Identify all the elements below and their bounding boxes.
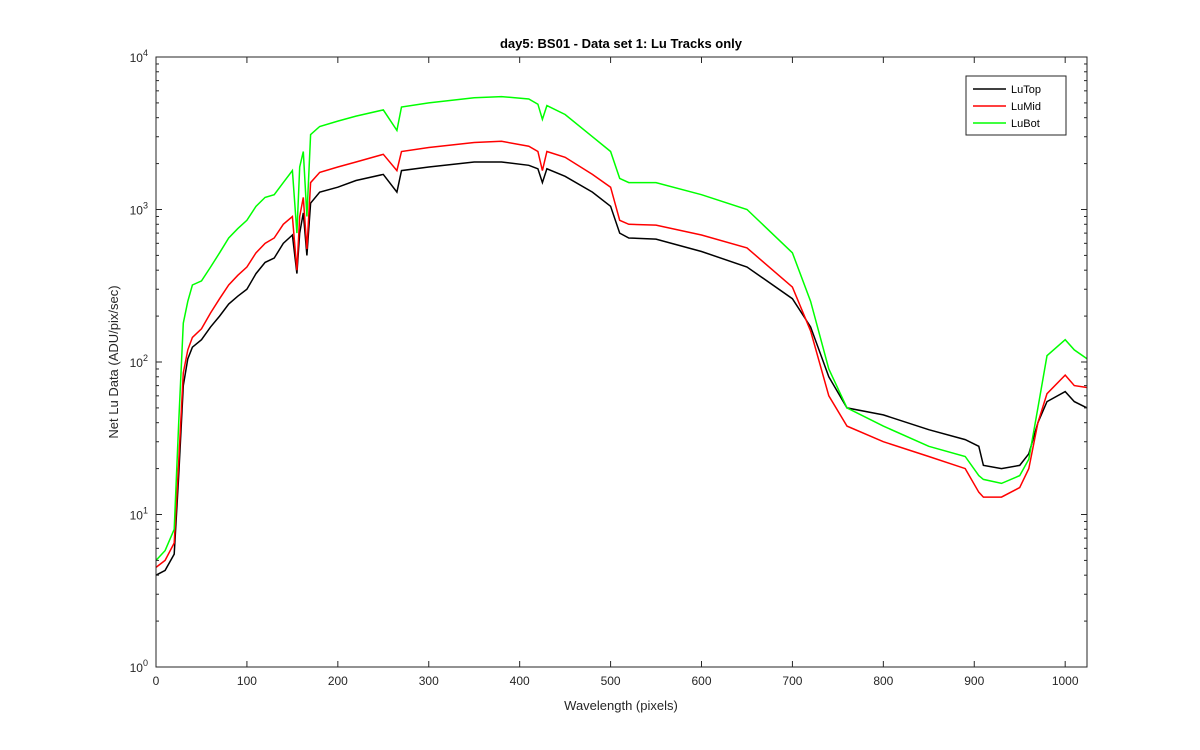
x-tick-label: 800: [873, 674, 893, 688]
x-tick-label: 0: [153, 674, 160, 688]
series-line-lutop: [155, 161, 1088, 576]
y-tick-label: 104: [130, 48, 148, 65]
legend: LuTop LuMid LuBot: [965, 75, 1067, 136]
x-tick-label: 600: [691, 674, 711, 688]
x-tick-label: 400: [510, 674, 530, 688]
plot-area: [156, 57, 1087, 667]
chart-title: day5: BS01 - Data set 1: Lu Tracks only: [500, 36, 743, 51]
y-tick-label: 100: [130, 658, 148, 675]
x-tick-label: 300: [419, 674, 439, 688]
legend-label-lubot: LuBot: [1011, 118, 1040, 130]
x-tick-label: 100: [237, 674, 257, 688]
legend-label-lumid: LuMid: [1011, 101, 1041, 113]
series-line-lumid: [155, 140, 1088, 568]
x-tick-label: 700: [782, 674, 802, 688]
x-tick-label: 1000: [1052, 674, 1079, 688]
legend-label-lutop: LuTop: [1011, 84, 1041, 96]
y-axis-ticks: 100 101 102 103 104: [130, 48, 1087, 675]
y-tick-label: 101: [130, 506, 148, 523]
series-line-lubot: [155, 95, 1088, 561]
x-tick-label: 500: [601, 674, 621, 688]
y-tick-label: 102: [130, 353, 148, 370]
y-axis-label: Net Lu Data (ADU/pix/sec): [106, 285, 121, 438]
x-tick-label: 200: [328, 674, 348, 688]
x-axis-ticks: 0 100 200 300 400 500 600 700 800 900 1000: [153, 57, 1079, 688]
series-lines: [155, 95, 1088, 576]
x-tick-label: 900: [964, 674, 984, 688]
x-axis-label: Wavelength (pixels): [564, 698, 678, 713]
y-tick-label: 103: [130, 201, 148, 218]
